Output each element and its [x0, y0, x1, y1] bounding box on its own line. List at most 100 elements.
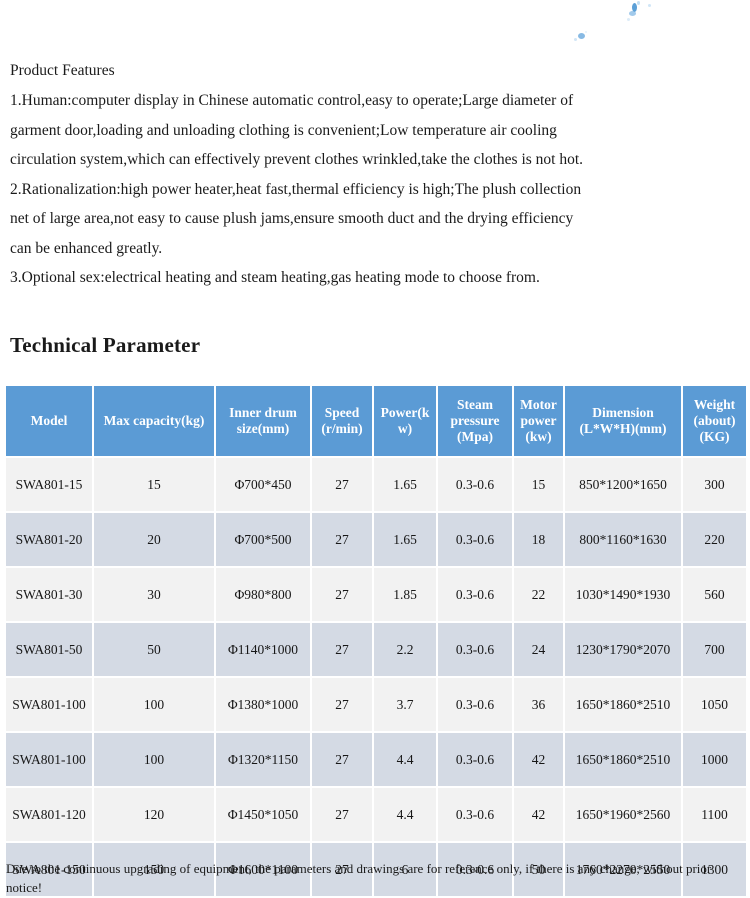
table-column-header: Model	[4, 384, 94, 458]
table-cell: 0.3-0.6	[436, 676, 514, 733]
table-cell: 4.4	[372, 731, 438, 788]
table-cell: 1.85	[372, 566, 438, 623]
table-cell: 100	[92, 731, 216, 788]
table-cell: 18	[512, 511, 565, 568]
artifact-speck	[629, 11, 636, 16]
technical-parameter-table: Model Max capacity(kg) Inner drum size(mm)…	[4, 384, 748, 898]
table-cell: 42	[512, 731, 565, 788]
table-cell: 0.3-0.6	[436, 841, 514, 898]
table-row: SWA801-30 30 Φ980*800 27 1.85 0.3-0.6 22 1030*1…	[4, 566, 748, 623]
table-row: SWA801-20 20 Φ700*500 27 1.65 0.3-0.6 18 800*11…	[4, 511, 748, 568]
feature-line: 3.Optional sex:electrical heating and st…	[10, 269, 540, 286]
table-cell: 1760*2270*2550	[563, 841, 683, 898]
feature-line: 2.Rationalization:high power heater,heat…	[10, 180, 582, 198]
product-features-title: Product Features	[10, 62, 115, 79]
table-row: SWA801-50 50 Φ1140*1000 27 2.2 0.3-0.6 24 1230*…	[4, 621, 748, 678]
feature-line: garment door,loading and unloading cloth…	[10, 121, 557, 139]
table-cell: 24	[512, 621, 565, 678]
table-row: SWA801-15 15 Φ700*450 27 1.65 0.3-0.6 15 850*12…	[4, 456, 748, 513]
table-column-header: Steam pressure (Mpa)	[436, 384, 514, 458]
table-cell: 1650*1960*2560	[563, 786, 683, 843]
table-cell: 700	[681, 621, 748, 678]
artifact-speck	[648, 4, 651, 7]
table-column-header: Motor power (kw)	[512, 384, 565, 458]
table-cell: 850*1200*1650	[563, 456, 683, 513]
artifact-speck	[585, 31, 587, 33]
table-row: SWA801-150 150 Φ1600*1100 27 6 0.3-0.6 50 1760*…	[4, 841, 748, 898]
table-cell: 27	[310, 731, 374, 788]
table-cell: 0.3-0.6	[436, 511, 514, 568]
table-cell: 560	[681, 566, 748, 623]
table-cell: SWA801-15	[4, 456, 94, 513]
table-cell: 15	[512, 456, 565, 513]
table-cell: SWA801-20	[4, 511, 94, 568]
table-cell: 27	[310, 511, 374, 568]
table-cell: 2.2	[372, 621, 438, 678]
table-cell: 1100	[681, 786, 748, 843]
table-row: SWA801-120 120 Φ1450*1050 27 4.4 0.3-0.6 42 165…	[4, 786, 748, 843]
feature-line: net of large area,not easy to cause plus…	[10, 210, 574, 227]
table-cell: 27	[310, 621, 374, 678]
table-column-header: Dimension (L*W*H)(mm)	[563, 384, 683, 458]
table-cell: Φ980*800	[214, 566, 312, 623]
table-cell: Φ700*450	[214, 456, 312, 513]
table-cell: 27	[310, 786, 374, 843]
technical-parameter-table-wrap: Model Max capacity(kg) Inner drum size(mm)…	[4, 384, 748, 898]
table-cell: 27	[310, 676, 374, 733]
feature-line: 1.Human:computer display in Chinese auto…	[10, 92, 574, 109]
table-cell: 120	[92, 786, 216, 843]
table-cell: Φ1450*1050	[214, 786, 312, 843]
table-body: SWA801-15 15 Φ700*450 27 1.65 0.3-0.6 15 850*12…	[4, 456, 748, 898]
table-cell: 1650*1860*2510	[563, 731, 683, 788]
table-cell: 220	[681, 511, 748, 568]
table-column-header: Inner drum size(mm)	[214, 384, 312, 458]
table-cell: 15	[92, 456, 216, 513]
table-cell: 27	[310, 456, 374, 513]
table-row: SWA801-100 100 Φ1320*1150 27 4.4 0.3-0.6 42 165…	[4, 731, 748, 788]
table-cell: 100	[92, 676, 216, 733]
table-cell: Φ1380*1000	[214, 676, 312, 733]
table-cell: 1000	[681, 731, 748, 788]
table-cell: 0.3-0.6	[436, 621, 514, 678]
table-cell: 1650*1860*2510	[563, 676, 683, 733]
table-cell: 20	[92, 511, 216, 568]
table-cell: 36	[512, 676, 565, 733]
table-cell: 1.65	[372, 456, 438, 513]
artifact-speck	[578, 33, 585, 39]
table-cell: 1050	[681, 676, 748, 733]
feature-line: circulation system,which can effectively…	[10, 151, 584, 168]
table-cell: 6	[372, 841, 438, 898]
table-row: SWA801-100 100 Φ1380*1000 27 3.7 0.3-0.6 36 165…	[4, 676, 748, 733]
table-column-header: Max capacity(kg)	[92, 384, 216, 458]
table-cell: SWA801-30	[4, 566, 94, 623]
table-cell: 27	[310, 841, 374, 898]
table-cell: Φ1320*1150	[214, 731, 312, 788]
table-cell: 30	[92, 566, 216, 623]
table-column-header: Power(k w)	[372, 384, 438, 458]
artifact-speck	[574, 38, 577, 41]
feature-line: can be enhanced greatly.	[10, 239, 163, 257]
table-column-header: Speed (r/min)	[310, 384, 374, 458]
table-cell: 3.7	[372, 676, 438, 733]
table-cell: SWA801-120	[4, 786, 94, 843]
table-cell: SWA801-100	[4, 676, 94, 733]
table-cell: 1030*1490*1930	[563, 566, 683, 623]
artifact-speck	[632, 3, 637, 12]
watermark-artifacts	[0, 0, 750, 56]
artifact-speck	[637, 1, 640, 5]
table-cell: SWA801-50	[4, 621, 94, 678]
table-header: Model Max capacity(kg) Inner drum size(mm)…	[4, 384, 748, 458]
table-cell: 1230*1790*2070	[563, 621, 683, 678]
table-cell: 42	[512, 786, 565, 843]
table-cell: 1.65	[372, 511, 438, 568]
table-cell: 0.3-0.6	[436, 786, 514, 843]
table-footnote: Due to the continuous upgrading of equip…	[6, 861, 712, 895]
table-cell: 27	[310, 566, 374, 623]
table-cell: Φ1140*1000	[214, 621, 312, 678]
table-cell: SWA801-100	[4, 731, 94, 788]
table-cell: 0.3-0.6	[436, 456, 514, 513]
table-cell: 800*1160*1630	[563, 511, 683, 568]
table-column-header: Weight (about) (KG)	[681, 384, 748, 458]
table-cell: Φ700*500	[214, 511, 312, 568]
table-cell: 22	[512, 566, 565, 623]
